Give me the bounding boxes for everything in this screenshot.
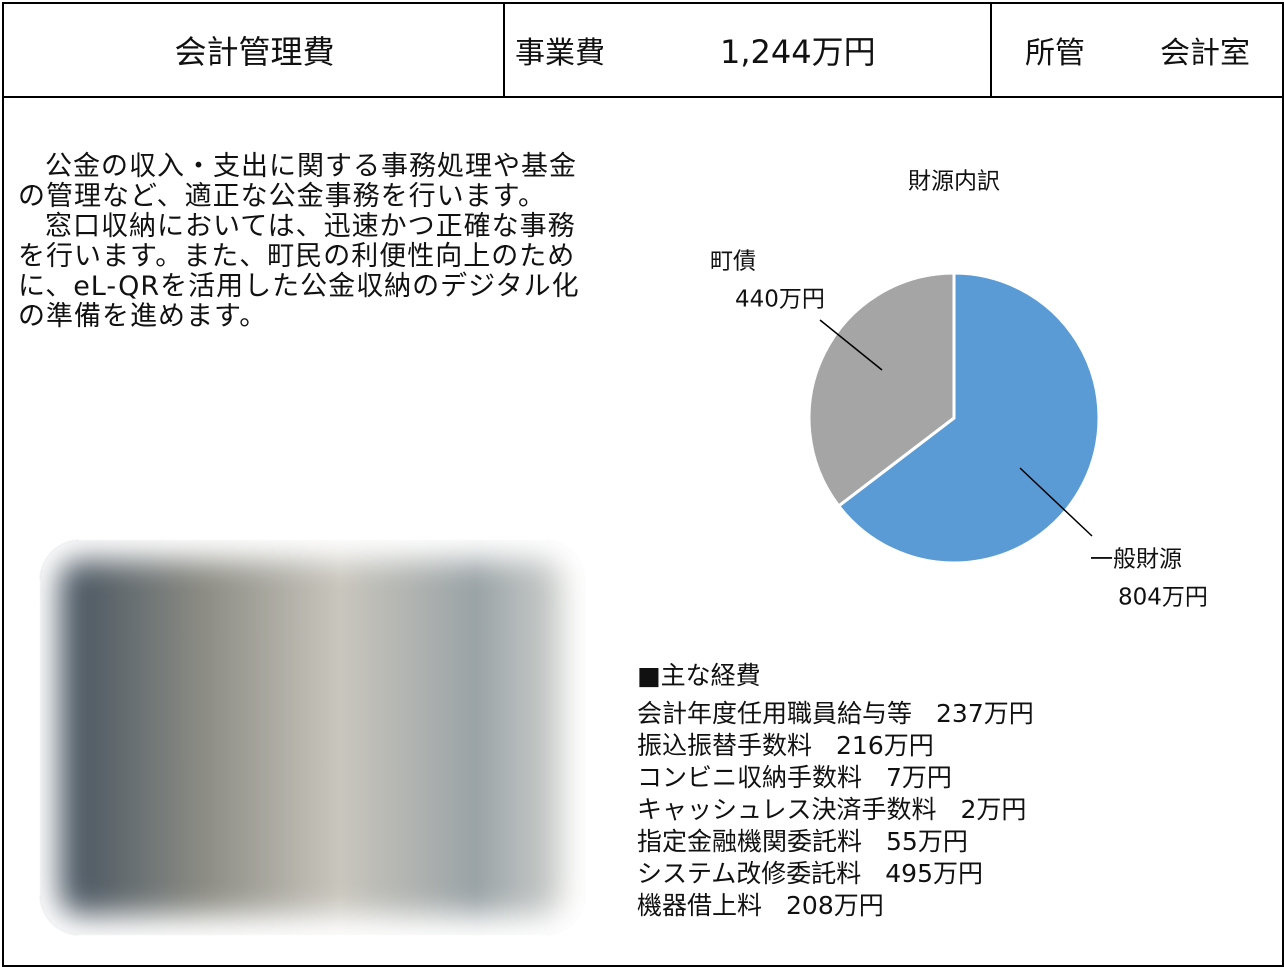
slice-label: 一般財源 <box>1090 547 1182 573</box>
slice-value: 440万円 <box>735 287 825 313</box>
page: 会計管理費 事業費 1,244万円 所管 会計室 公金の収入・支出に関する事務処… <box>0 0 1284 967</box>
slice-label: 町債 <box>710 249 756 275</box>
slice-value: 804万円 <box>1118 585 1208 611</box>
pie-chart: 財源内訳 一般財源 804万円 町債 440万円 <box>0 0 1284 967</box>
chart-title: 財源内訳 <box>908 169 1000 195</box>
